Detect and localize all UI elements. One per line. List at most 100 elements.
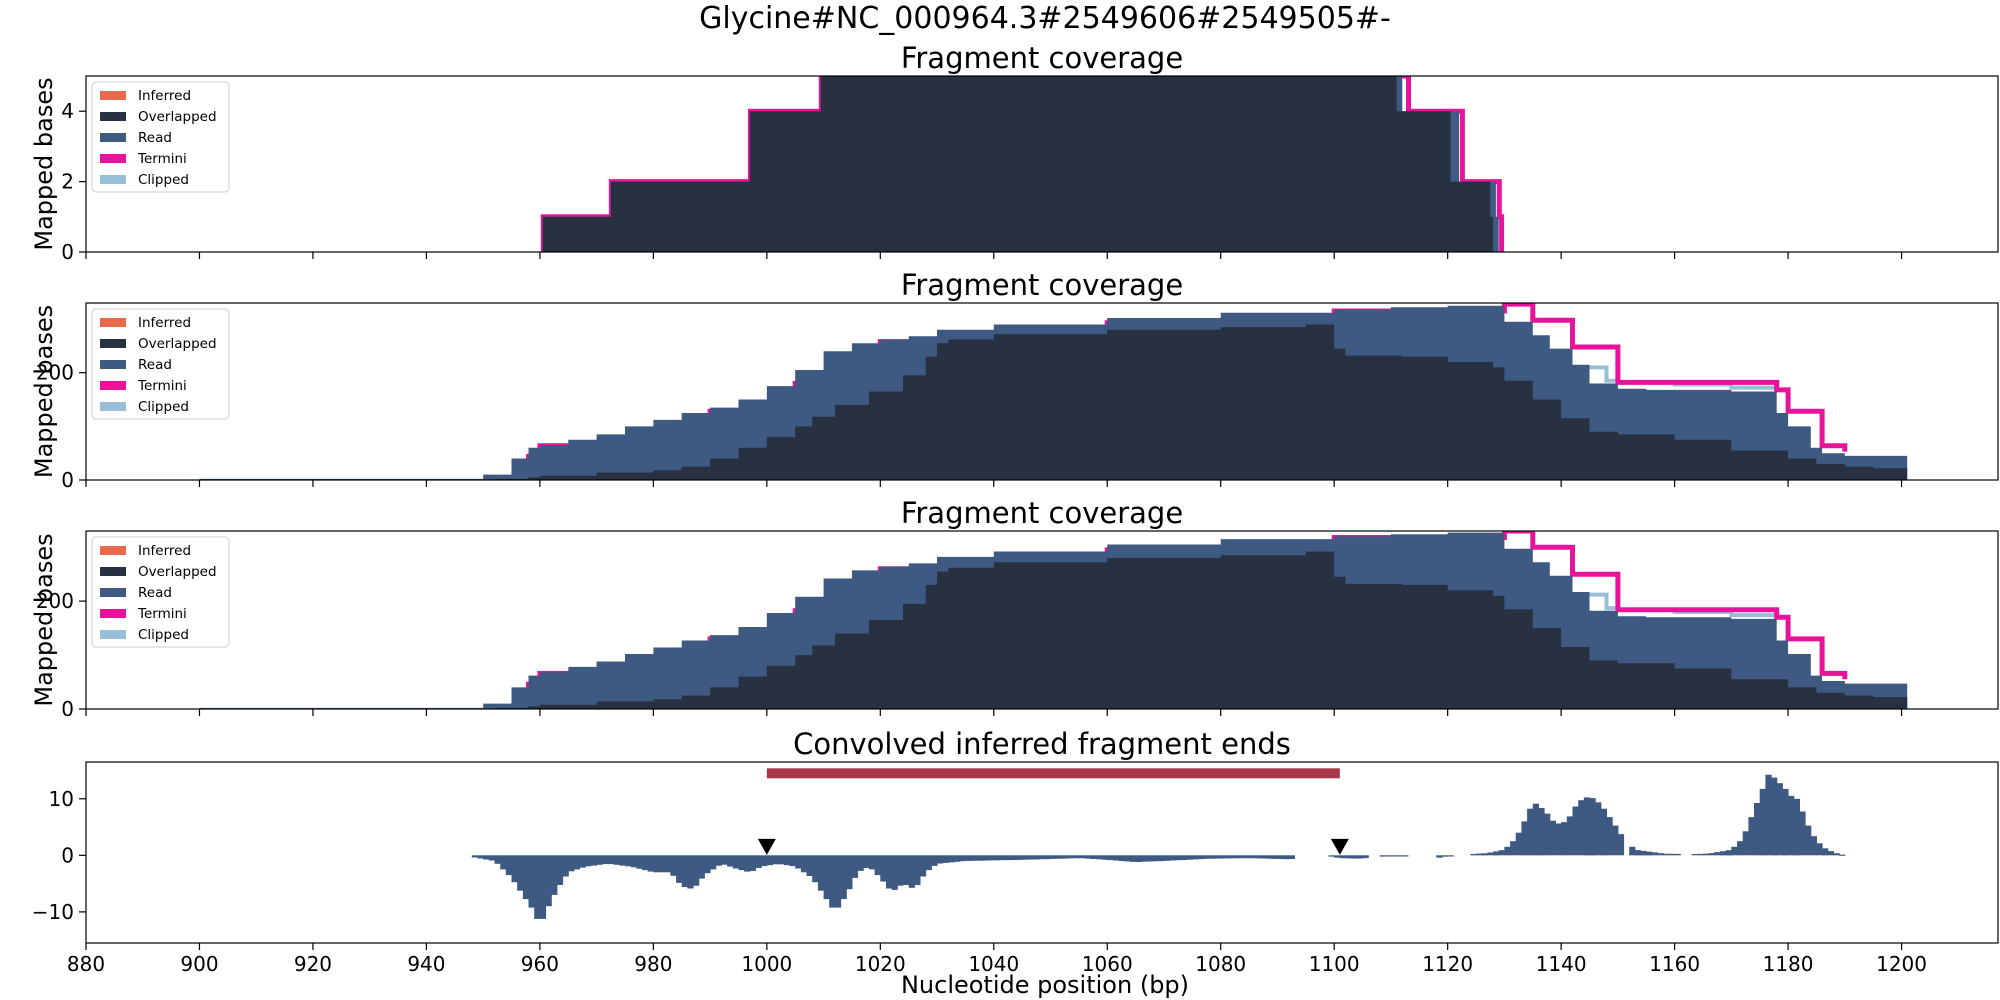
convolved-bar (568, 855, 575, 872)
legend-swatch-clipped (100, 175, 126, 184)
convolved-bar (636, 855, 643, 869)
convolved-bar (1271, 855, 1278, 859)
convolved-bar (659, 855, 666, 873)
convolved-bar (738, 855, 745, 871)
convolved-bar (783, 855, 791, 866)
x-tick-label: 1000 (741, 952, 792, 976)
convolved-bar (942, 855, 949, 863)
legend-swatch-overlapped (100, 339, 126, 348)
convolved-bar (795, 855, 802, 869)
convolved-bar (1810, 836, 1817, 856)
convolved-bar (1527, 808, 1534, 856)
convolved-bar (1816, 843, 1823, 856)
legend-swatch-clipped (100, 402, 126, 411)
legend-frame (91, 536, 230, 648)
convolved-bar (511, 855, 518, 883)
convolved-bar (954, 855, 961, 862)
y-tick-label: 0 (61, 468, 74, 492)
legend-label-overlapped: Overlapped (138, 564, 217, 580)
convolved-bar (1532, 803, 1539, 856)
fragment-span-bar (766, 768, 1340, 779)
convolved-bar (800, 855, 808, 873)
convolved-bar (874, 855, 881, 876)
convolved-bar (1044, 855, 1051, 860)
convolved-bar (993, 855, 1000, 861)
convolved-bar (778, 855, 785, 865)
convolved-bar (1022, 855, 1029, 860)
convolved-bar (710, 855, 717, 870)
convolved-bar (545, 855, 552, 907)
convolved-bar (851, 855, 859, 878)
convolved-bar (976, 855, 983, 861)
convolved-bar (693, 855, 700, 886)
convolved-bar (982, 855, 989, 861)
convolved-bar (1016, 855, 1023, 860)
convolved-bar (670, 855, 677, 876)
convolved-bar (1668, 853, 1676, 856)
convolved-bar (483, 855, 490, 860)
convolved-bar (1141, 855, 1148, 862)
convolved-bar (891, 855, 898, 890)
legend-frame (91, 81, 230, 193)
convolved-bar (1067, 855, 1074, 859)
convolved-bar (1396, 855, 1403, 857)
convolved-bar (1691, 854, 1698, 856)
convolved-bar (1198, 855, 1205, 860)
convolved-bar (766, 855, 773, 866)
convolved-bar (1822, 848, 1829, 856)
convolved-bar (1782, 788, 1789, 856)
convolved-bar (749, 855, 756, 871)
legend-swatch-termini (100, 609, 126, 618)
convolved-bar (1617, 834, 1625, 856)
legend-label-termini: Termini (137, 151, 187, 167)
convolved-bar (590, 855, 598, 866)
legend-swatch-overlapped (100, 567, 126, 576)
convolved-bar (1498, 850, 1505, 856)
legend-label-clipped: Clipped (138, 627, 189, 643)
convolved-bar (1175, 855, 1182, 861)
legend-label-read: Read (138, 130, 172, 146)
convolved-bar (1583, 797, 1590, 856)
convolved-bar (1487, 852, 1494, 856)
convolved-bar (1192, 855, 1199, 860)
convolved-bar (471, 855, 478, 858)
x-tick-label: 940 (407, 952, 445, 976)
axes-frame (85, 75, 1999, 253)
convolved-bar (1056, 855, 1063, 859)
x-tick-label: 900 (180, 952, 218, 976)
convolved-bar (1288, 855, 1295, 859)
convolved-bar (1793, 798, 1800, 856)
convolved-bar (1249, 855, 1256, 859)
convolved-bar (1640, 850, 1647, 856)
y-axis-label: Mapped bases (30, 305, 58, 478)
convolved-bar (1266, 855, 1273, 859)
legend: Inferred Overlapped Read Termini Clipped (91, 308, 230, 420)
legend-label-termini: Termini (137, 378, 187, 394)
convolved-bar (1538, 808, 1545, 856)
convolved-bar (1481, 853, 1488, 856)
series-overlapped (494, 551, 1908, 709)
convolved-bar (579, 855, 586, 868)
convolved-bar (1345, 855, 1352, 859)
convolved-bar (1073, 855, 1080, 859)
convolved-bar (1039, 855, 1046, 860)
figure-suptitle: Glycine#NC_000964.3#2549606#2549505#- (699, 1, 1391, 36)
y-tick-label: 10 (49, 787, 74, 811)
convolved-bar (1254, 855, 1261, 859)
convolved-bar (556, 855, 564, 885)
convolved-bar (1129, 855, 1137, 862)
convolved-bar (1771, 777, 1778, 856)
y-tick-label: 0 (61, 697, 74, 721)
convolved-bar (528, 855, 535, 908)
convolved-bar (1277, 855, 1284, 859)
convolved-bar (1095, 855, 1103, 860)
convolved-bar (1118, 855, 1125, 861)
convolved-bar (715, 855, 722, 866)
convolved-bar (505, 855, 512, 876)
y-tick-label: 0 (61, 843, 74, 867)
convolved-bar (914, 855, 921, 885)
plot-area (540, 76, 1505, 252)
legend-label-read: Read (138, 585, 172, 601)
convolved-bar (1084, 855, 1091, 859)
convolved-bar (1476, 853, 1483, 856)
